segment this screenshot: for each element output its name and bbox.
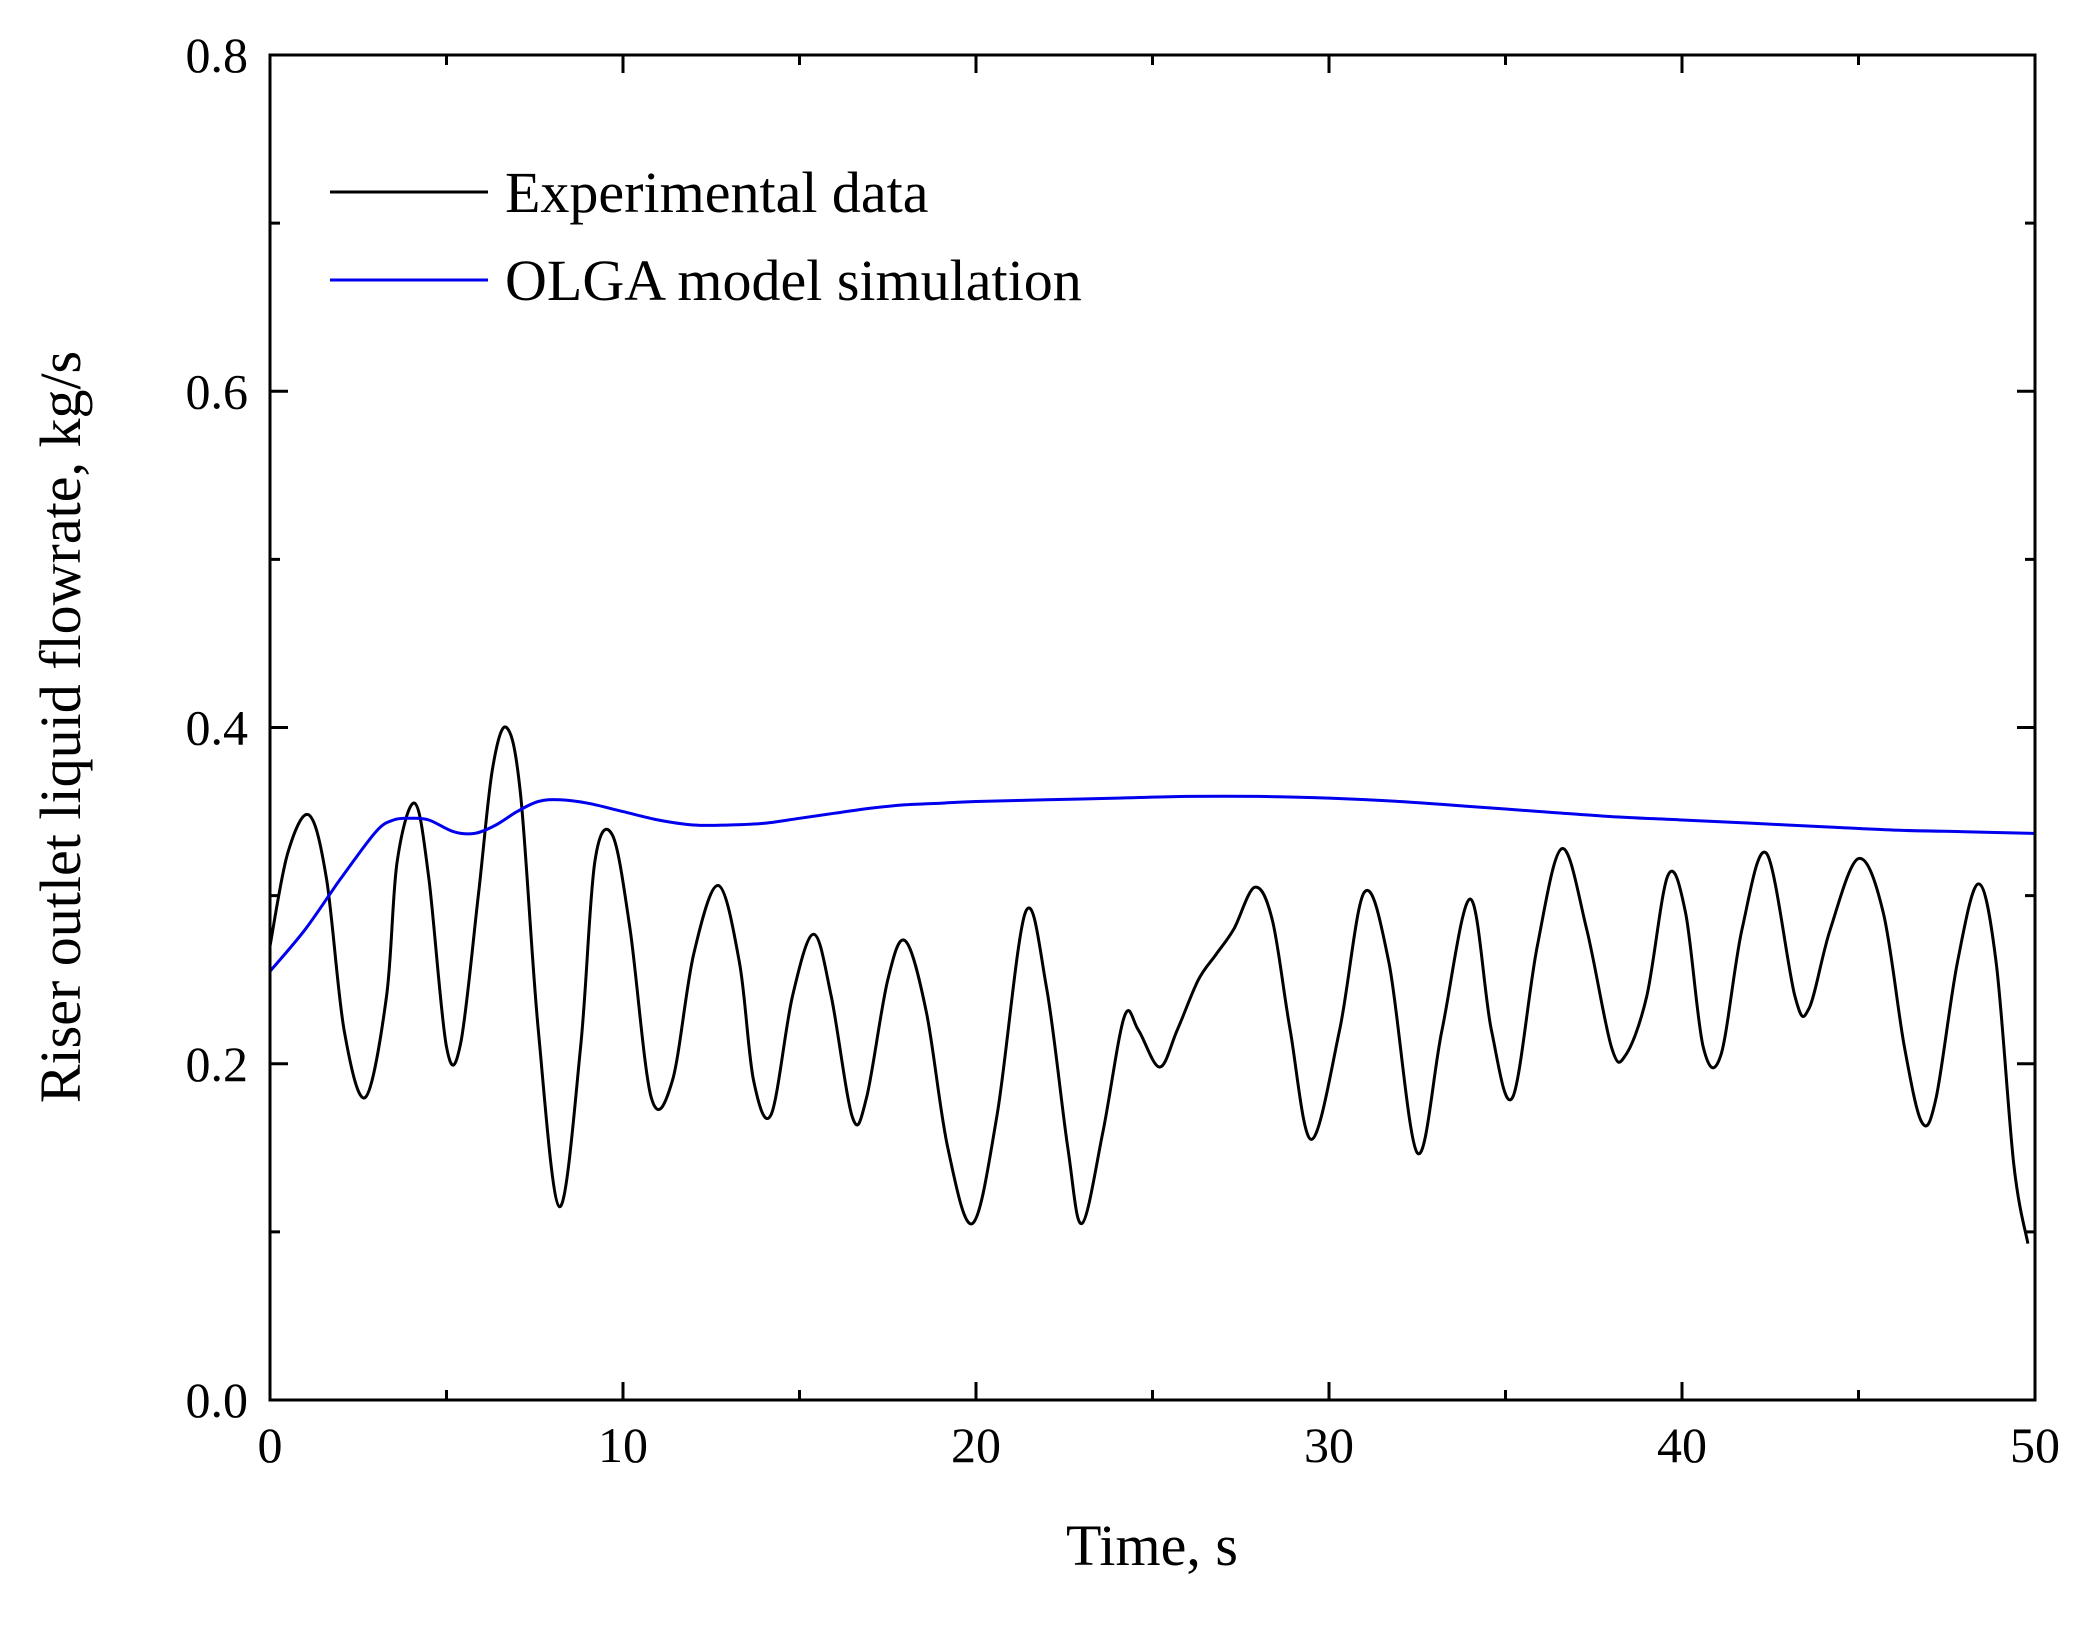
- y-tick-label: 0.0: [186, 1372, 249, 1428]
- plot-lines: [268, 725, 2036, 1244]
- x-axis-title: Time, s: [1066, 1513, 1238, 1578]
- x-tick-label: 0: [258, 1417, 283, 1473]
- x-tick-label: 10: [598, 1417, 648, 1473]
- legend-label-experimental: Experimental data: [505, 160, 929, 225]
- y-axis-title: Riser outlet liquid flowrate, kg/s: [28, 351, 93, 1103]
- x-tick-label: 20: [951, 1417, 1001, 1473]
- y-tick-label: 0.6: [186, 363, 249, 419]
- x-tick-label: 50: [2010, 1417, 2060, 1473]
- x-tick-label: 40: [1657, 1417, 1707, 1473]
- y-tick-label: 0.8: [186, 27, 249, 83]
- legend: Experimental data OLGA model simulation: [330, 160, 1082, 313]
- legend-label-olga: OLGA model simulation: [505, 248, 1082, 313]
- axis-ticks: [268, 53, 2037, 1402]
- y-tick-label: 0.4: [186, 700, 249, 756]
- y-tick-label: 0.2: [186, 1036, 249, 1092]
- series-line-olga: [268, 794, 2036, 973]
- series-line-experimental: [268, 725, 2030, 1244]
- x-tick-label: 30: [1304, 1417, 1354, 1473]
- axis-tick-labels: 0 10 20 30 40 50 0.0 0.2 0.4 0.6 0.8: [186, 27, 2061, 1473]
